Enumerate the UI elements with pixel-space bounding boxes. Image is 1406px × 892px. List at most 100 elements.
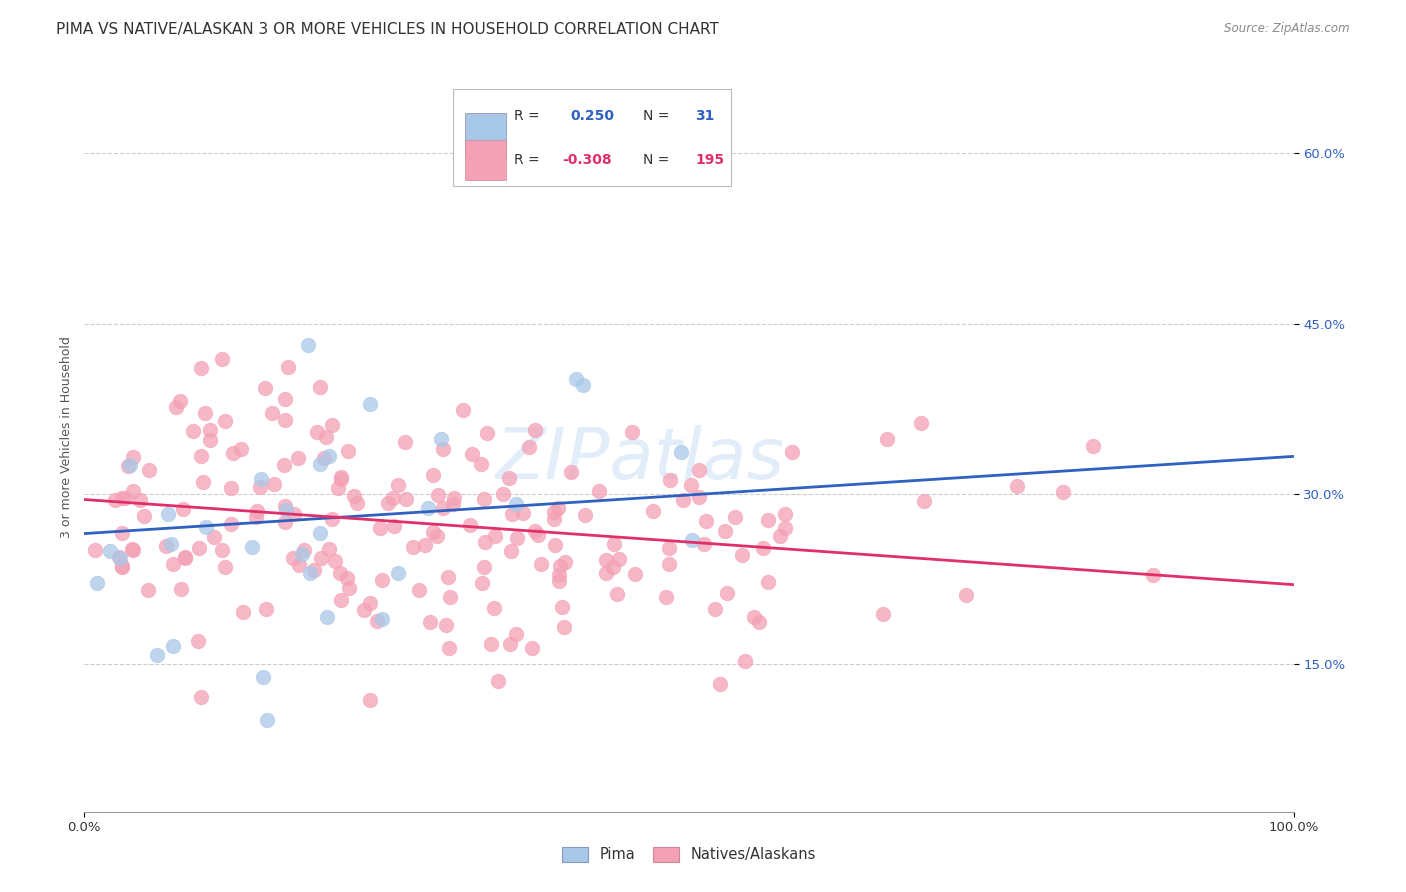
Point — [408, 582, 430, 597]
Point — [402, 540, 425, 554]
Text: N =: N = — [643, 153, 669, 167]
Point — [86, 575, 108, 590]
Point — [422, 467, 444, 482]
Point — [484, 601, 506, 615]
Point — [381, 491, 404, 505]
Point — [512, 506, 534, 520]
Point — [426, 529, 449, 543]
Point — [394, 492, 416, 507]
Point — [246, 504, 269, 518]
Point — [505, 497, 527, 511]
Point — [252, 669, 274, 683]
Point — [565, 372, 588, 386]
Point — [643, 504, 665, 518]
Point — [472, 492, 495, 507]
Point — [111, 560, 134, 574]
Point — [292, 543, 315, 558]
Point — [571, 377, 593, 392]
Point — [602, 560, 624, 574]
Point — [169, 393, 191, 408]
Point — [117, 458, 139, 473]
Point — [492, 487, 515, 501]
Point — [245, 510, 267, 524]
Point — [198, 433, 221, 447]
Point — [560, 465, 582, 479]
Point — [679, 478, 702, 492]
Point — [658, 557, 681, 571]
Point — [734, 654, 756, 668]
Point — [274, 413, 297, 427]
Point — [157, 507, 180, 521]
Point — [104, 493, 127, 508]
Point — [190, 450, 212, 464]
Point — [742, 610, 765, 624]
Point — [505, 627, 527, 641]
Point — [553, 619, 575, 633]
Point — [173, 549, 195, 564]
Point — [769, 528, 792, 542]
Point — [474, 535, 496, 549]
Point — [219, 516, 242, 531]
Point — [876, 432, 898, 446]
FancyBboxPatch shape — [465, 113, 506, 153]
Point — [709, 676, 731, 690]
Point — [574, 508, 596, 523]
Point — [432, 500, 454, 515]
Point — [1007, 479, 1029, 493]
Point — [274, 515, 297, 529]
Point — [287, 450, 309, 465]
Point — [441, 497, 464, 511]
Point — [343, 490, 366, 504]
Point — [756, 513, 779, 527]
Point — [1052, 484, 1074, 499]
Point — [486, 674, 509, 689]
Point — [253, 381, 276, 395]
Point — [181, 424, 204, 438]
Point — [551, 599, 574, 614]
Point — [359, 596, 381, 610]
Point — [309, 526, 332, 541]
Point — [526, 527, 548, 541]
Point — [1081, 439, 1104, 453]
Point — [283, 507, 305, 521]
Point — [688, 463, 710, 477]
Text: R =: R = — [513, 109, 540, 123]
Point — [222, 446, 245, 460]
Text: Source: ZipAtlas.com: Source: ZipAtlas.com — [1225, 22, 1350, 36]
Point — [191, 475, 214, 490]
Point — [146, 648, 169, 663]
Point — [387, 478, 409, 492]
Point — [204, 530, 226, 544]
Point — [655, 590, 678, 604]
Point — [484, 529, 506, 543]
Point — [211, 543, 233, 558]
Point — [194, 520, 217, 534]
Point — [84, 542, 107, 557]
Point — [387, 566, 409, 581]
Point — [314, 451, 336, 466]
Point — [321, 418, 343, 433]
Point — [460, 447, 482, 461]
Point — [108, 549, 131, 564]
Point — [470, 457, 492, 471]
Point — [427, 488, 450, 502]
Point — [548, 568, 571, 582]
Point — [187, 634, 209, 648]
Point — [434, 618, 457, 632]
Point — [366, 614, 388, 628]
Point — [731, 548, 754, 562]
Point — [382, 519, 405, 533]
Point — [443, 491, 465, 506]
Point — [724, 510, 747, 524]
Text: N =: N = — [643, 109, 669, 123]
Point — [329, 566, 352, 581]
Point — [451, 403, 474, 417]
Point — [522, 641, 544, 656]
Point — [328, 481, 350, 495]
Point — [162, 558, 184, 572]
Point — [250, 472, 273, 486]
Point — [318, 450, 340, 464]
Point — [254, 602, 277, 616]
Point — [122, 542, 145, 557]
Point — [318, 541, 340, 556]
